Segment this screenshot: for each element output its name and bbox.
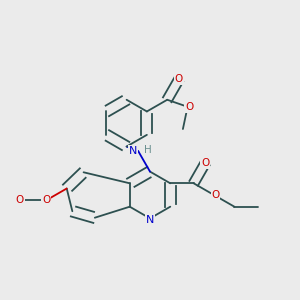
Text: O: O xyxy=(42,195,50,205)
Text: O: O xyxy=(201,158,209,168)
Text: N: N xyxy=(146,215,154,225)
Text: H: H xyxy=(144,145,152,155)
Text: O: O xyxy=(175,74,183,84)
Text: O: O xyxy=(185,102,193,112)
Text: O: O xyxy=(212,190,220,200)
Text: O: O xyxy=(16,195,24,205)
Text: N: N xyxy=(128,146,137,156)
